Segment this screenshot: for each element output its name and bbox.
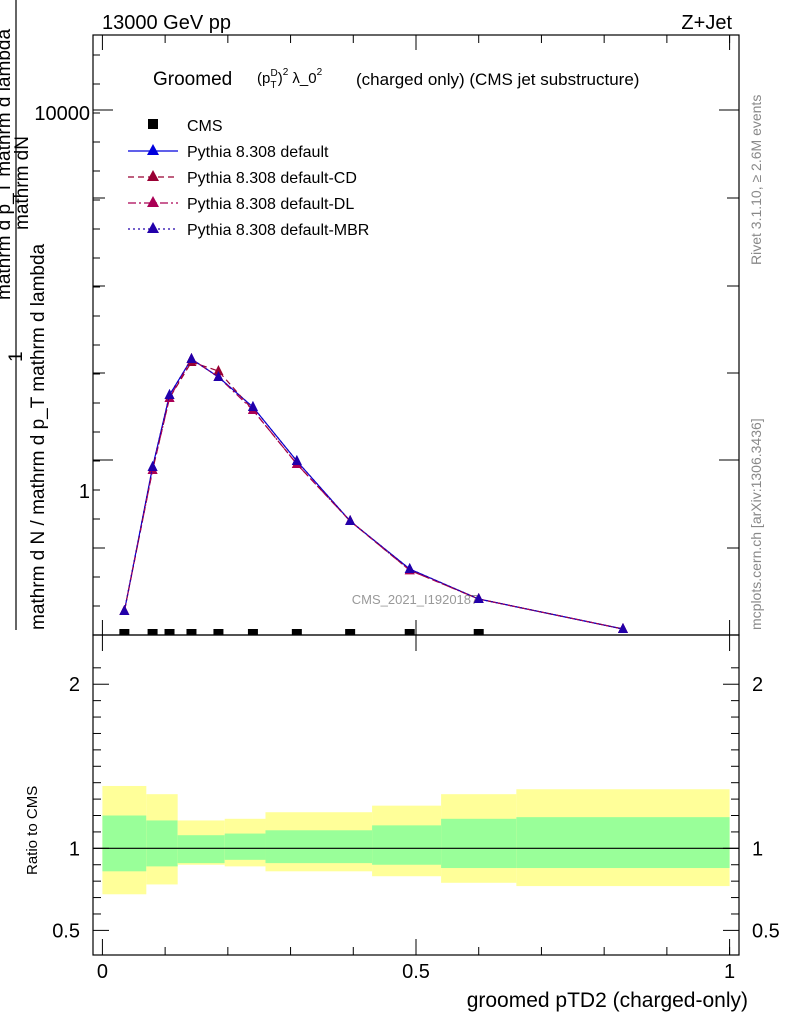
header-energy: 13000 GeV pp — [102, 12, 231, 34]
legend-entry: Pythia 8.308 default-MBR — [128, 222, 369, 239]
ratio-y-tick-label-right: 1 — [752, 838, 763, 860]
legend-entry: Pythia 8.308 default — [128, 144, 329, 161]
cms-point — [147, 629, 158, 635]
ratio-y-axis-label: Ratio to CMS — [24, 786, 41, 875]
series-line — [123, 358, 624, 630]
legend-marker-triangle — [147, 196, 159, 207]
ratio-band-green — [265, 830, 373, 864]
legend-marker-triangle — [147, 170, 159, 181]
legend-entry: Pythia 8.308 default-DL — [128, 196, 354, 213]
title-math: (pTD)2 λ_02 — [257, 67, 323, 91]
series-line — [123, 361, 624, 630]
legend-entry: CMS — [148, 118, 223, 135]
ratio-y-tick-label-right: 0.5 — [752, 920, 780, 942]
x-tick-label: 0 — [97, 961, 108, 983]
ratio-bands — [102, 785, 730, 895]
ratio-band-green — [441, 818, 517, 869]
ratio-band-green — [372, 825, 442, 865]
legend-marker-triangle — [147, 144, 159, 155]
x-axis-label: groomed pTD2 (charged-only) — [467, 989, 748, 1012]
x-tick-label: 1 — [724, 961, 735, 983]
plot-title: Groomed (pTD)2 λ_02 (charged only) (CMS … — [153, 67, 639, 91]
ratio-y-tick-label: 2 — [69, 674, 80, 696]
series-line — [123, 358, 624, 630]
title-suffix: (charged only) (CMS jet substructure) — [356, 70, 639, 89]
cms-point — [213, 629, 224, 635]
y-axis-label-num: mathrm dN — [12, 136, 33, 230]
series-point — [119, 605, 130, 615]
mcplots-label: mcplots.cern.ch [arXiv:1306.3436] — [748, 418, 764, 630]
series-point — [213, 371, 224, 381]
title-prefix: Groomed — [153, 69, 232, 90]
series-point — [345, 515, 356, 525]
main-y-ticks — [93, 35, 739, 635]
legend-label: Pythia 8.308 default-DL — [187, 196, 354, 213]
series-point — [147, 461, 158, 471]
y-tick-label-10000: 10000 — [34, 103, 90, 125]
series-point — [473, 593, 484, 603]
main-series-group — [119, 353, 628, 633]
series-line — [123, 358, 624, 630]
series-point — [186, 353, 197, 363]
series-point — [213, 365, 224, 375]
cms-data-markers — [119, 629, 484, 635]
legend-label: Pythia 8.308 default-MBR — [187, 222, 369, 239]
cms-point — [345, 629, 356, 635]
ratio-band-green — [224, 833, 266, 860]
cms-point — [247, 629, 258, 635]
legend-label: Pythia 8.308 default-CD — [187, 170, 357, 187]
ratio-band-green — [177, 835, 225, 864]
ratio-band-green — [146, 820, 178, 867]
series-point — [617, 623, 628, 633]
cms-point — [164, 629, 175, 635]
y-axis-label-main: mathrm d N / mathrm d p_T mathrm d lambd… — [28, 243, 49, 630]
legend-marker-square — [148, 119, 158, 129]
ratio-band-green — [516, 817, 730, 869]
cms-point — [119, 629, 130, 635]
legend-label: Pythia 8.308 default — [187, 144, 329, 161]
ratio-ticks: 0.5 0.5 1 1 2 2 0 0.5 1 — [52, 635, 780, 983]
legend-label: CMS — [187, 118, 223, 135]
y-axis-label-den: mathrm d p_T mathrm d lambda — [0, 29, 15, 300]
ratio-y-tick-label-right: 2 — [752, 674, 763, 696]
x-tick-label: 0.5 — [402, 961, 430, 983]
ratio-y-tick-label: 1 — [69, 838, 80, 860]
series-point — [404, 563, 415, 573]
y-tick-label-1: 1 — [79, 481, 90, 503]
legend-entry: Pythia 8.308 default-CD — [128, 170, 357, 187]
cms-point — [186, 629, 197, 635]
legend: CMS Pythia 8.308 default Pythia 8.308 defa… — [128, 118, 369, 239]
header-process: Z+Jet — [681, 12, 732, 34]
cms-point — [473, 629, 484, 635]
analysis-watermark: CMS_2021_I1920187 — [352, 592, 479, 607]
cms-point — [291, 629, 302, 635]
series-point — [291, 455, 302, 465]
ratio-band-green — [102, 815, 147, 872]
cms-point — [404, 629, 415, 635]
legend-marker-triangle — [147, 222, 159, 233]
ratio-y-tick-label: 0.5 — [52, 920, 80, 942]
series-point — [164, 389, 175, 399]
rivet-version-label: Rivet 3.1.10, ≥ 2.6M events — [748, 95, 764, 265]
series-point — [247, 401, 258, 411]
y-axis-label: mathrm d N / mathrm d p_T mathrm d lambd… — [0, 0, 49, 630]
